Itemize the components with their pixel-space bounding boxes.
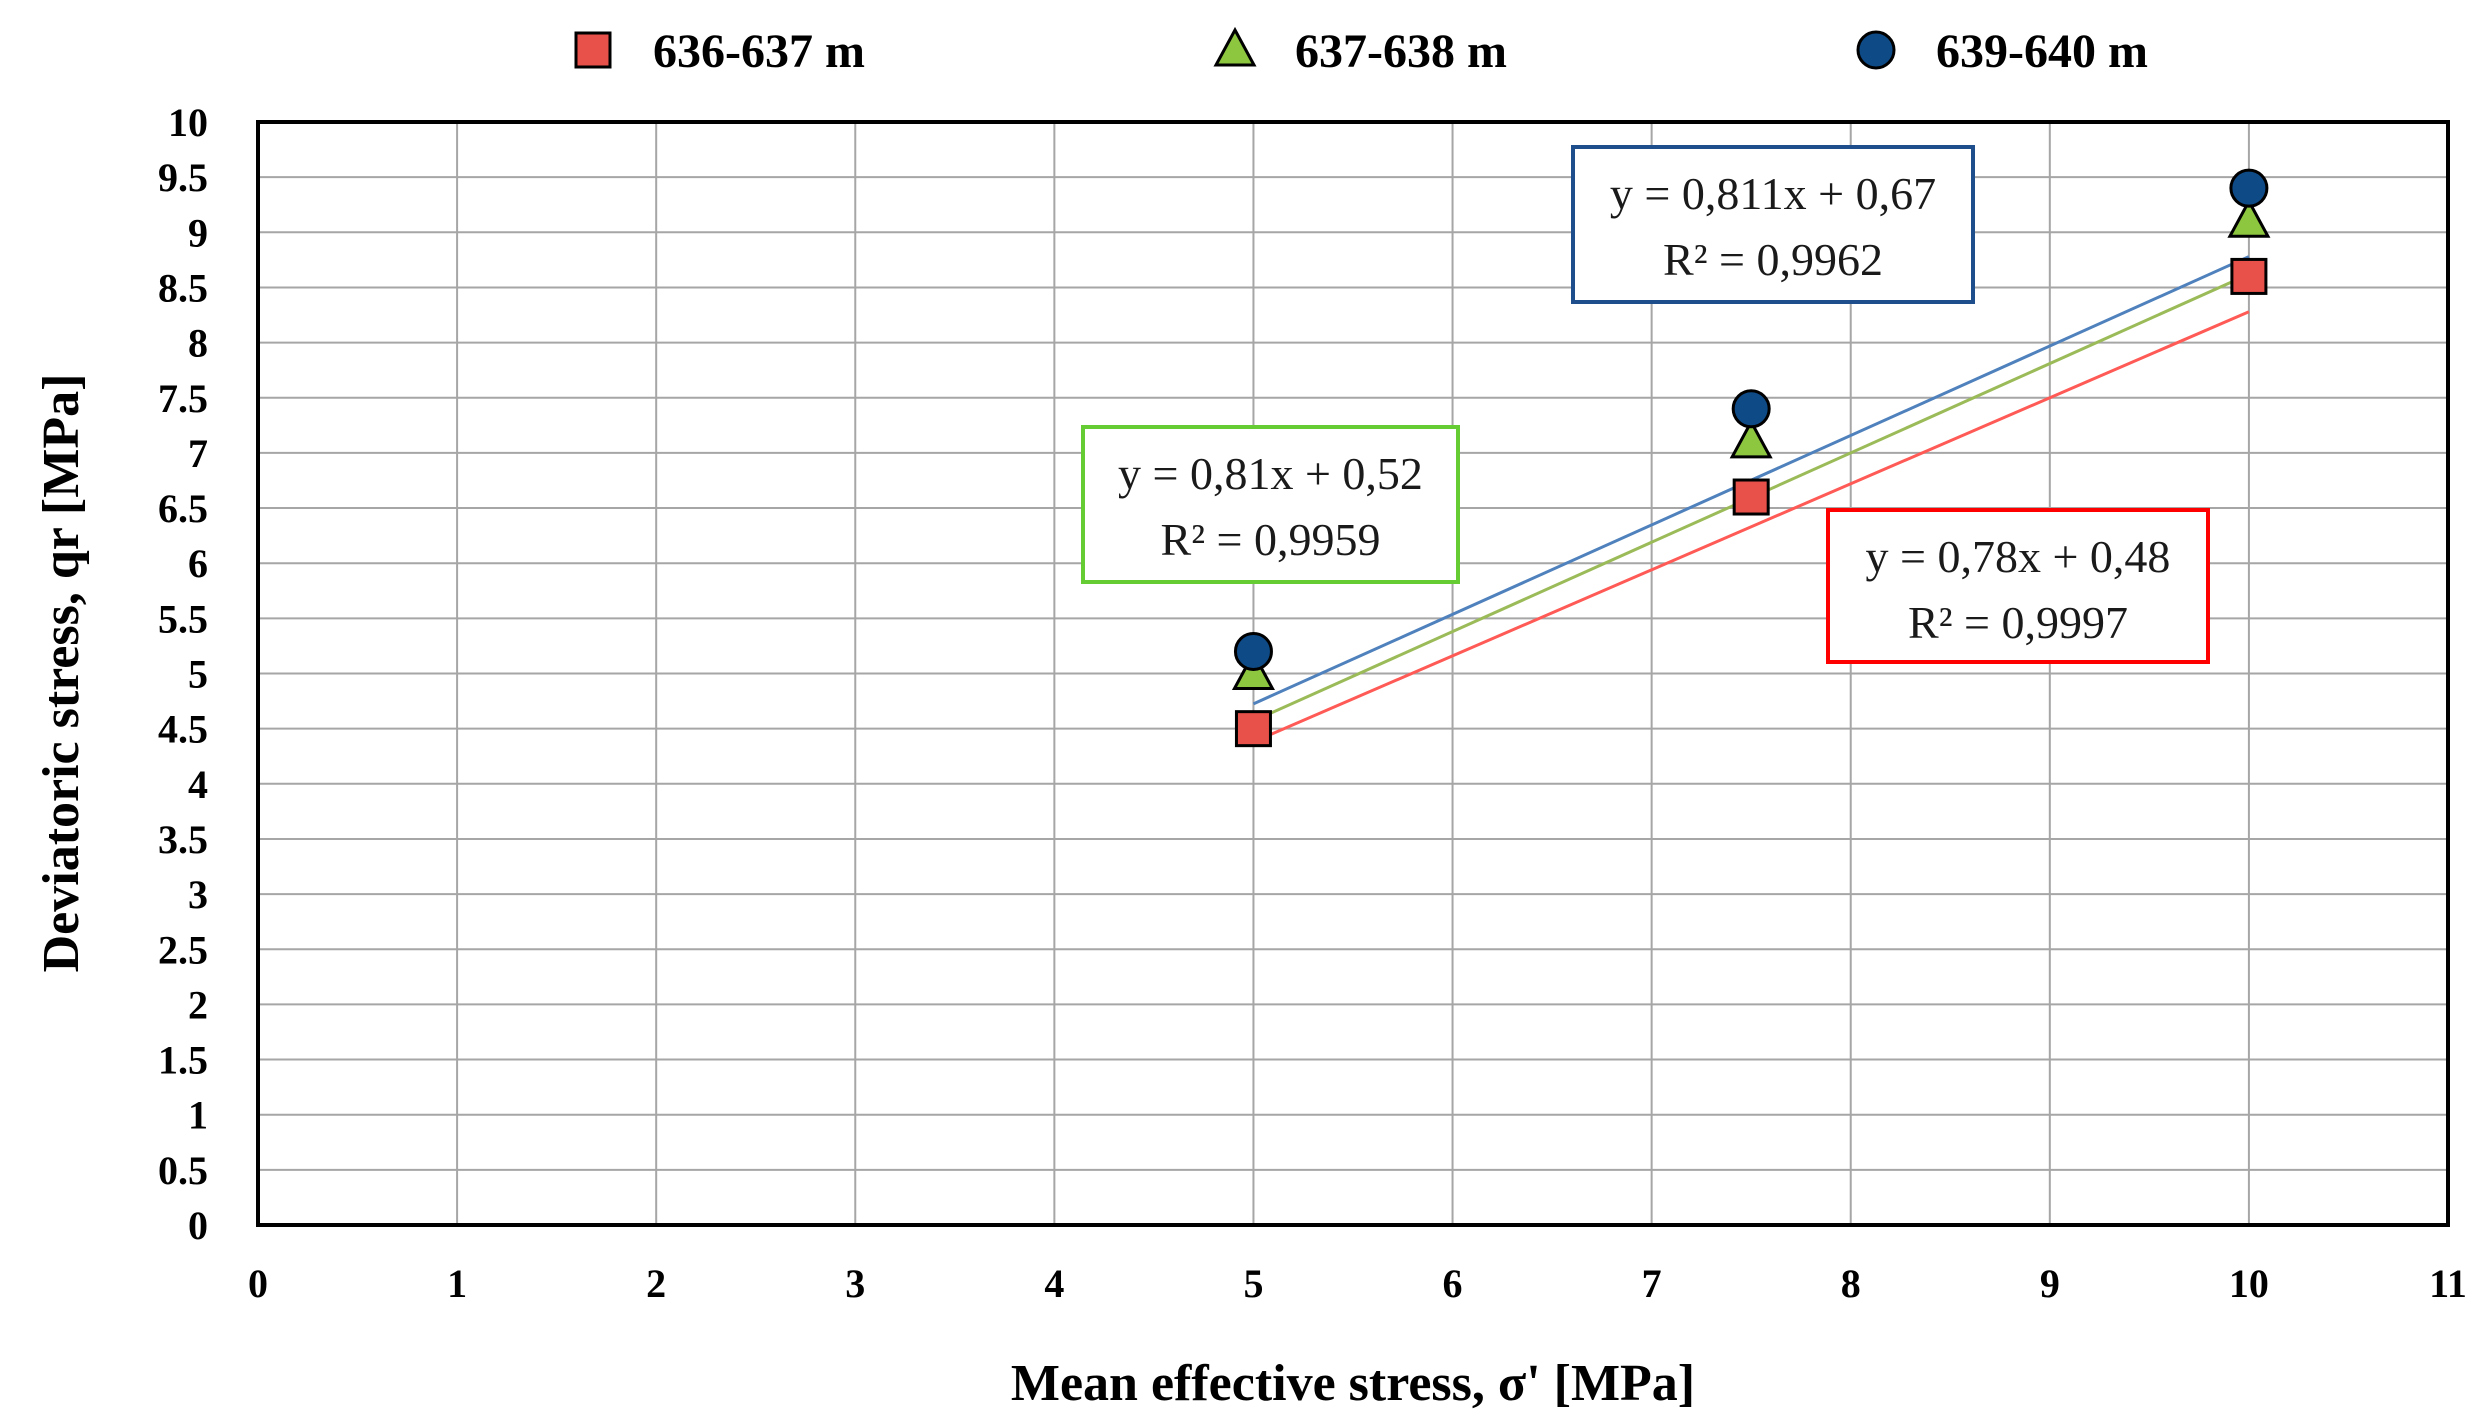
y-tick-label: 9.5 [158, 155, 208, 200]
x-tick-label: 9 [2040, 1261, 2060, 1306]
y-tick-label: 0 [188, 1203, 208, 1248]
equation-box-square [1826, 508, 2210, 664]
legend-marker-square [574, 31, 612, 69]
trendline-equation: y = 0,811x + 0,67 [1610, 168, 1936, 219]
data-points [1231, 168, 2271, 748]
y-tick-label: 1.5 [158, 1038, 208, 1083]
equation-box-triangle [1081, 425, 1460, 584]
y-tick-label: 1 [188, 1093, 208, 1138]
grid [258, 122, 2448, 1225]
plot-area-frame [256, 120, 2450, 1227]
legend-label: 639-640 m [1936, 25, 2148, 78]
y-tick-label: 8 [188, 321, 208, 366]
trendline-r2: R² = 0,9962 [1663, 234, 1883, 285]
trendline-equation: y = 0,81x + 0,52 [1118, 448, 1423, 499]
trendline-square [1252, 310, 2250, 744]
y-tick-label: 10 [168, 100, 208, 145]
data-point-circle [2229, 168, 2269, 208]
data-point-triangle [2227, 198, 2271, 238]
y-tick-label: 4.5 [158, 707, 208, 752]
x-axis-title: Mean effective stress, σ' [MPa] [1011, 1355, 1695, 1412]
data-point-triangle [1729, 418, 1773, 459]
x-tick-label: 5 [1243, 1261, 1263, 1306]
y-tick-label: 4 [188, 762, 208, 807]
y-tick-label: 3 [188, 872, 208, 917]
x-tick-label: 11 [2429, 1261, 2467, 1306]
data-point-triangle [1231, 650, 1275, 690]
data-point-square [1732, 478, 1770, 516]
legend-marker-circle [1856, 30, 1896, 70]
y-tick-label: 0.5 [158, 1148, 208, 1193]
tick-labels: 0 1 2 3 4 5 6 7 8 9 10 11 0 0.5 1 1.5 2 2.5 3 3.5 4 4.5 5 5.5 6 6… [158, 100, 2467, 1306]
x-tick-label: 8 [1841, 1261, 1861, 1306]
x-tick-label: 7 [1642, 1261, 1662, 1306]
y-tick-label: 5.5 [158, 596, 208, 641]
y-tick-label: 9 [188, 210, 208, 255]
y-tick-label: 8.5 [158, 265, 208, 310]
data-point-square [1234, 710, 1272, 748]
y-tick-label: 7.5 [158, 376, 208, 421]
data-point-square [2230, 257, 2268, 295]
x-tick-label: 1 [447, 1261, 467, 1306]
y-axis-title: Deviatoric stress, qr [MPa] [33, 374, 90, 973]
legend-marker-triangle [1213, 26, 1257, 67]
data-point-circle [1731, 389, 1771, 429]
trendline-r2: R² = 0,9997 [1908, 597, 2128, 648]
trendline-r2: R² = 0,9959 [1161, 514, 1381, 565]
y-tick-label: 2.5 [158, 927, 208, 972]
x-tick-label: 6 [1443, 1261, 1463, 1306]
trendline-equation: y = 0,78x + 0,48 [1866, 531, 2171, 582]
y-tick-label: 6 [188, 541, 208, 586]
legend-label: 636-637 m [653, 25, 865, 78]
data-point-circle [1233, 631, 1273, 671]
equation-boxes: y = 0,78x + 0,48 R² = 0,9997 y = 0,81x + 0… [1081, 145, 2210, 664]
x-tick-label: 10 [2229, 1261, 2269, 1306]
x-tick-label: 2 [646, 1261, 666, 1306]
x-tick-label: 4 [1044, 1261, 1064, 1306]
y-tick-label: 5 [188, 652, 208, 697]
y-tick-label: 3.5 [158, 817, 208, 862]
x-tick-label: 3 [845, 1261, 865, 1306]
legend-label: 637-638 m [1295, 25, 1507, 78]
x-tick-label: 0 [248, 1261, 268, 1306]
y-tick-label: 6.5 [158, 486, 208, 531]
y-tick-label: 7 [188, 431, 208, 476]
equation-box-circle [1571, 145, 1975, 304]
legend: 636-637 m 637-638 m 639-640 m [574, 25, 2148, 78]
y-tick-label: 2 [188, 982, 208, 1027]
